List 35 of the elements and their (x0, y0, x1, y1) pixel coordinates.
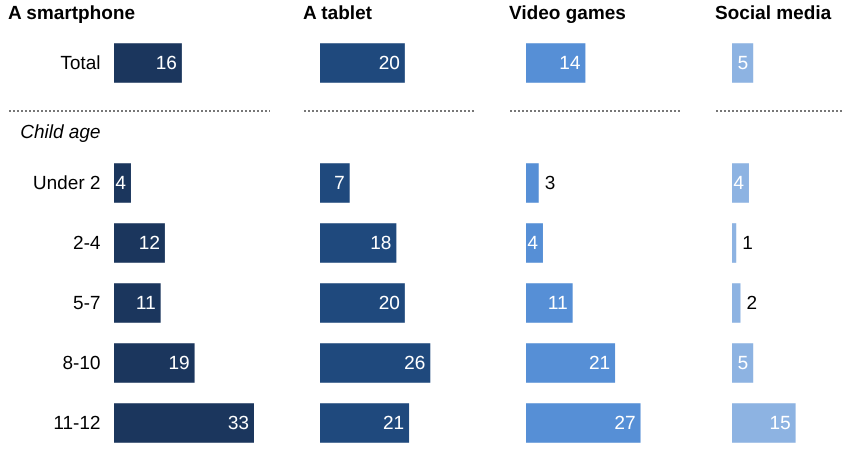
data-label: 2 (746, 293, 758, 314)
data-label: 14 (559, 53, 581, 74)
data-label: 15 (769, 413, 791, 434)
y-tick-label: 5-7 (73, 293, 100, 314)
data-label: 27 (614, 413, 636, 434)
data-label: 4 (733, 173, 744, 194)
data-label: 19 (168, 353, 190, 374)
data-label: 11 (548, 293, 568, 314)
chart-title: A smartphone (8, 3, 136, 24)
data-label: 11 (136, 293, 156, 314)
chart-title: Video games (509, 3, 626, 24)
data-label: 33 (228, 413, 249, 434)
data-label: 12 (138, 233, 160, 254)
data-label: 21 (382, 413, 404, 434)
y-tick-label: Total (60, 53, 100, 74)
data-label: 4 (115, 173, 126, 194)
data-label: 4 (527, 233, 538, 254)
y-tick-label: 8-10 (62, 353, 100, 374)
y-tick-label: Under 2 (32, 173, 100, 194)
data-label: 5 (738, 353, 748, 374)
y-tick-label: 11-12 (53, 413, 100, 434)
data-label: 1 (742, 233, 753, 254)
data-label: 5 (738, 53, 748, 74)
data-label: 16 (156, 53, 177, 74)
data-label: 20 (378, 293, 400, 314)
y-tick-label: Child age (20, 122, 100, 143)
data-label: 3 (544, 173, 556, 194)
data-label: 18 (370, 233, 392, 254)
chart-title: Social media (715, 3, 832, 24)
y-tick-label: 2-4 (73, 233, 101, 254)
data-label: 20 (378, 53, 400, 74)
data-label: 7 (334, 173, 345, 194)
data-label: 26 (404, 353, 426, 374)
chart-title: A tablet (303, 3, 373, 24)
data-label: 21 (588, 353, 610, 374)
